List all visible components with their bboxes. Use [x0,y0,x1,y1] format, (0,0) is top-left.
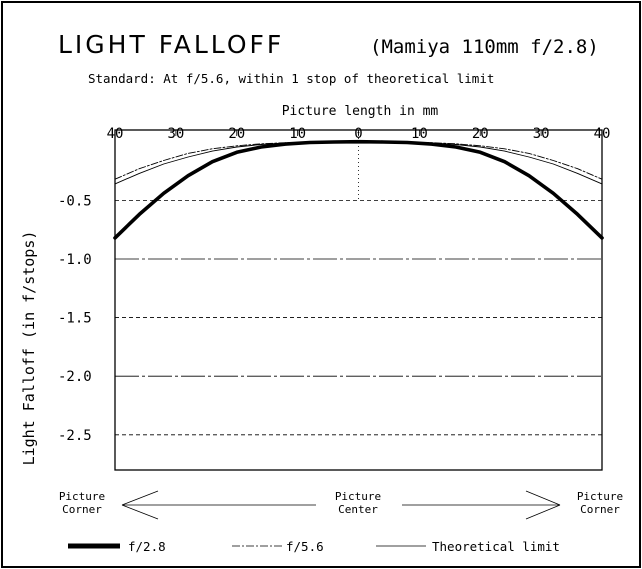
y-tick-labels: -0.5 -1.0 -1.5 -2.0 -2.5 [58,193,92,443]
legend-label-f56: f/5.6 [286,539,324,554]
legend-label-theoretical: Theoretical limit [432,539,560,554]
grid-lines [115,199,602,436]
y-tick-label: -1.5 [58,311,92,327]
series-group [113,139,604,240]
chart-subtitle: (Mamiya 110mm f/2.8) [370,36,599,58]
bottom-center-label-line2: Center [338,503,378,516]
bottom-left-label-line1: Picture [59,490,105,503]
series-line-f-5-6 [114,141,603,180]
y-axis-label: Light Falloff (in f/stops) [20,231,38,466]
y-tick-label: -2.0 [58,369,92,385]
arrow-left [121,490,316,520]
y-tick-label: -1.0 [58,252,92,268]
arrow-right [402,490,561,520]
chart-title: LIGHT FALLOFF [58,30,284,59]
bottom-left-label-line2: Corner [62,503,102,516]
legend: f/2.8 f/5.6 Theoretical limit [68,539,560,554]
standard-note: Standard: At f/5.6, within 1 stop of the… [88,71,494,86]
series-line-f-2-8 [113,139,604,240]
plot-frame [114,129,603,471]
legend-label-f28: f/2.8 [128,539,166,554]
bottom-right-label-line2: Corner [580,503,620,516]
bottom-right-label-line1: Picture [577,490,623,503]
x-axis-label: Picture length in mm [282,104,439,119]
bottom-center-label-line1: Picture [335,490,381,503]
y-tick-label: -2.5 [58,428,92,444]
y-tick-label: -0.5 [58,193,92,209]
